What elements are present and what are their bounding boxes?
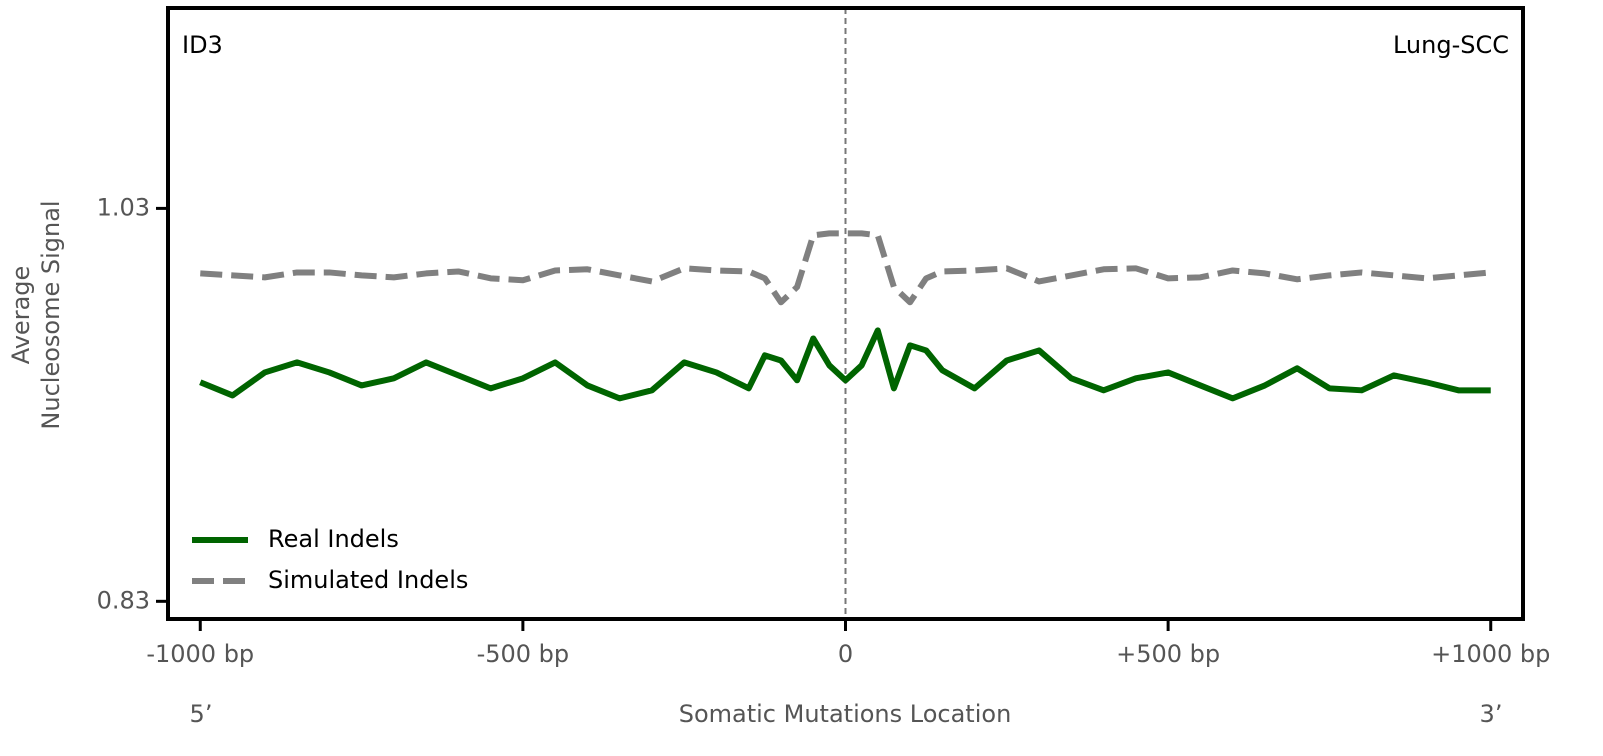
end-label: 3’	[1480, 700, 1503, 728]
series-line	[200, 230, 1492, 306]
plot-frame	[166, 6, 1525, 621]
x-tick-label: -500 bp	[477, 640, 570, 668]
y-tick-label: 1.03	[97, 193, 150, 221]
annotation: ID3	[182, 31, 223, 59]
annotation: Lung-SCC	[1393, 31, 1509, 59]
x-tick-label: +500 bp	[1116, 640, 1220, 668]
x-tick-label: +1000 bp	[1431, 640, 1550, 668]
y-tick-label: 0.83	[97, 586, 150, 614]
x-tick-label: -1000 bp	[146, 640, 254, 668]
series-line	[199, 327, 1491, 402]
x-tick-label: 0	[838, 640, 853, 668]
y-axis-label: Nucleosome Signal	[37, 200, 65, 429]
legend-label: Real Indels	[268, 525, 399, 553]
x-axis-label: Somatic Mutations Location	[679, 700, 1012, 728]
legend-label: Simulated Indels	[268, 566, 468, 594]
end-label: 5’	[190, 700, 213, 728]
y-axis-label: Average	[7, 266, 35, 365]
